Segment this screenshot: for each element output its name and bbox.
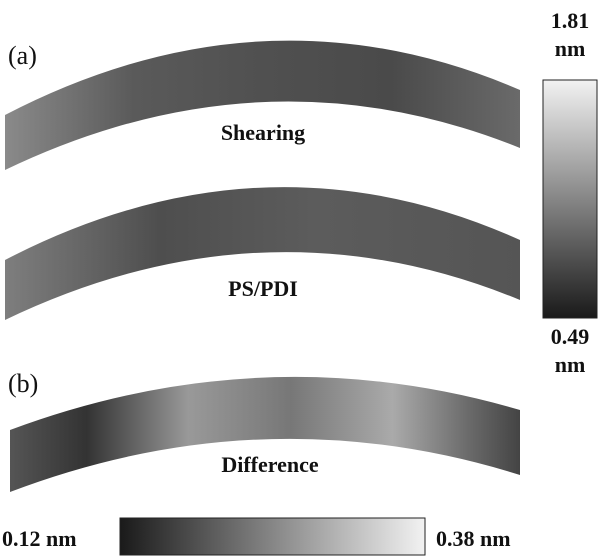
figure: (a) (b) Shearing PS/PDI Difference 1.81 …	[0, 0, 613, 557]
colorbar-min: 0.49	[551, 324, 590, 349]
page: {"panels": [{"label": "(a)"}, {"label": …	[0, 0, 613, 557]
colorbar-max: 1.81	[551, 8, 590, 33]
colorbar-unit: nm	[555, 352, 586, 377]
map-label: PS/PDI	[228, 276, 298, 301]
panel-label: (a)	[8, 41, 37, 70]
map-label: Shearing	[221, 120, 305, 145]
colorbar	[543, 80, 597, 318]
map-label: Difference	[221, 452, 319, 477]
panel-label: (b)	[8, 369, 38, 398]
colorbar-max: 0.38 nm	[436, 526, 511, 551]
colorbar-unit: nm	[555, 36, 586, 61]
colorbar-min: 0.12 nm	[2, 526, 77, 551]
colorbar	[120, 518, 425, 555]
map-arc	[5, 41, 520, 170]
